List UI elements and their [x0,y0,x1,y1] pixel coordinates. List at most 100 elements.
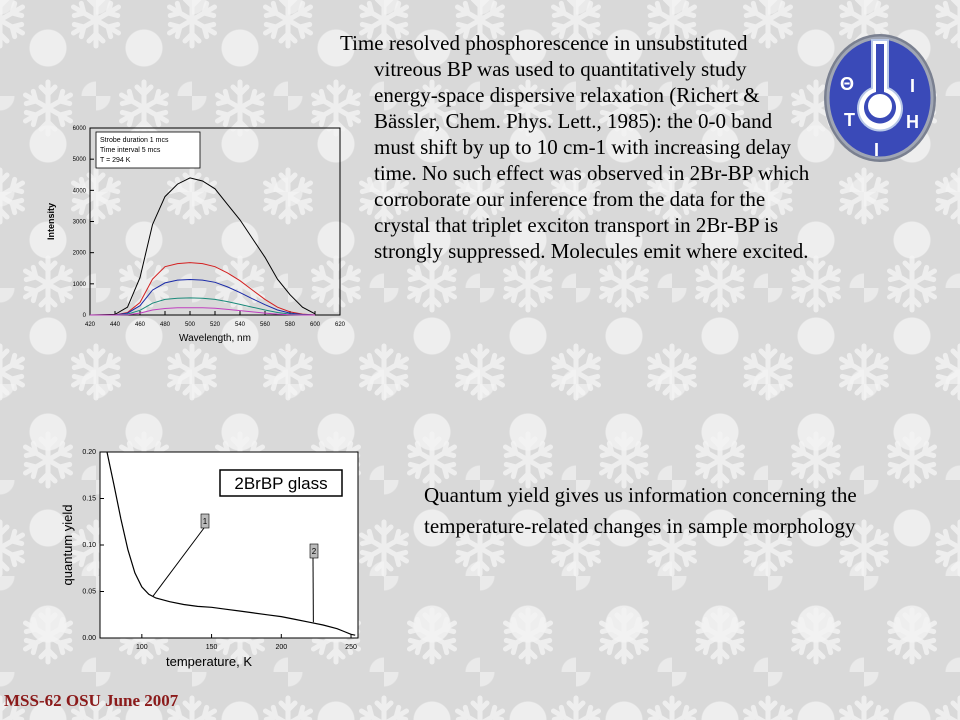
snowflake-stroke [182,383,195,396]
snowflake-arm [861,545,890,568]
snowflake-stroke [71,373,87,382]
snowflake-arm [742,545,771,568]
snowflake-stroke [585,200,594,216]
snowflake-arm [502,616,531,639]
snowflake-stroke [825,640,834,656]
snowflake-arm [262,17,291,40]
snowflake-stroke [662,207,675,220]
snowflake-stroke [909,260,922,273]
snowflake-stroke [758,383,771,396]
snowflake-arm [573,369,602,392]
snowflake-stroke [647,21,663,30]
snowflake-icon [502,79,554,137]
snowflake-stroke [606,616,615,632]
snowflake-arm [742,0,771,23]
snowflake-arm [454,545,483,568]
snowflake-arm [166,704,195,720]
snowflake-stroke [654,704,663,720]
spectrum-series-line [90,262,316,316]
snowflake-arm [806,431,826,463]
snowflake-stroke [935,373,951,382]
snowflake-stroke [558,528,567,544]
snowflake-stroke [573,172,586,185]
snowflake-stroke [222,440,231,456]
snowflake-stroke [441,98,457,107]
snowflake-stroke [825,274,841,283]
x-tick-label: 100 [136,644,148,651]
snowflake-icon [646,343,698,401]
snowflake-stroke [249,112,258,128]
snowflake-arm [470,167,490,199]
snowflake-stroke [366,352,375,368]
snowflake-stroke [510,88,519,104]
snowflake-stroke [729,626,745,635]
y-axis-label: quantum yield [60,505,75,586]
snowflake-stroke [393,200,402,216]
snowflake-arm [86,17,106,49]
snowflake-stroke [846,176,855,192]
snowflake-stroke [894,440,903,456]
snowflake-icon [454,695,506,720]
snowflake-arm [518,281,538,313]
snowflake-arm [278,369,298,401]
snowflake-arm [861,0,890,23]
snowflake-arm [310,264,339,287]
snowflake-stroke [9,714,25,720]
snowflake-arm [669,369,698,392]
x-tick-label: 520 [210,322,221,328]
snowflake-arm [662,369,682,401]
snowflake-arm [0,545,10,577]
snowflake-stroke [86,559,99,572]
snowflake-stroke [717,612,730,625]
snowflake-stroke [606,440,615,456]
snowflake-arm [621,105,650,128]
snowflake-arm [518,79,538,111]
snowflake-arm [38,281,58,313]
snowflake-arm [70,193,99,216]
snowflake-icon [358,167,410,225]
snowflake-stroke [441,288,450,304]
snowflake-icon [646,695,698,720]
snowflake-arm [358,176,387,199]
spectrum-series-line [89,177,316,316]
snowflake-arm [598,457,627,480]
phosphorescence-paragraph: Time resolved phosphorescence in unsubst… [340,31,810,263]
snowflake-arm [662,193,682,225]
snowflake-stroke [585,10,601,19]
snowflake-icon [838,695,890,720]
snowflake-arm [230,633,250,665]
snowflake-icon [838,0,890,49]
snowflake-stroke [9,376,18,392]
snowflake-arm [518,255,538,287]
snowflake-arm [358,528,387,551]
snowflake-arm [758,167,778,199]
spectrum-series-line [90,278,316,316]
annotation-label: 2 [312,547,317,556]
snowflake-arm [573,176,602,199]
snowflake-stroke [0,524,10,537]
snowflake-arm [758,369,778,401]
snowflake-arm [374,695,394,720]
snowflake-arm [934,369,960,392]
snowflake-arm [70,704,99,720]
snowflake-arm [669,704,698,720]
logo-letter: Τ [844,110,855,130]
snowflake-icon [934,695,960,720]
snowflake-arm [93,17,122,40]
snowflake-icon [406,607,458,665]
snowflake-arm [381,545,410,568]
snowflake-arm [70,0,99,23]
snowflake-stroke [153,274,169,283]
snowflake-arm [621,88,650,111]
snowflake-arm [598,440,627,463]
snowflake-arm [310,105,339,128]
snowflake-stroke [119,285,135,294]
snowflake-stroke [455,197,471,206]
y-tick-label: 0 [83,313,87,319]
snowflake-stroke [825,464,834,480]
legend-line: Time interval 5 mcs [100,147,161,154]
snowflake-stroke [518,647,531,660]
snowflake-stroke [414,88,423,104]
snowflake-arm [406,264,435,287]
snowflake-stroke [525,612,538,625]
